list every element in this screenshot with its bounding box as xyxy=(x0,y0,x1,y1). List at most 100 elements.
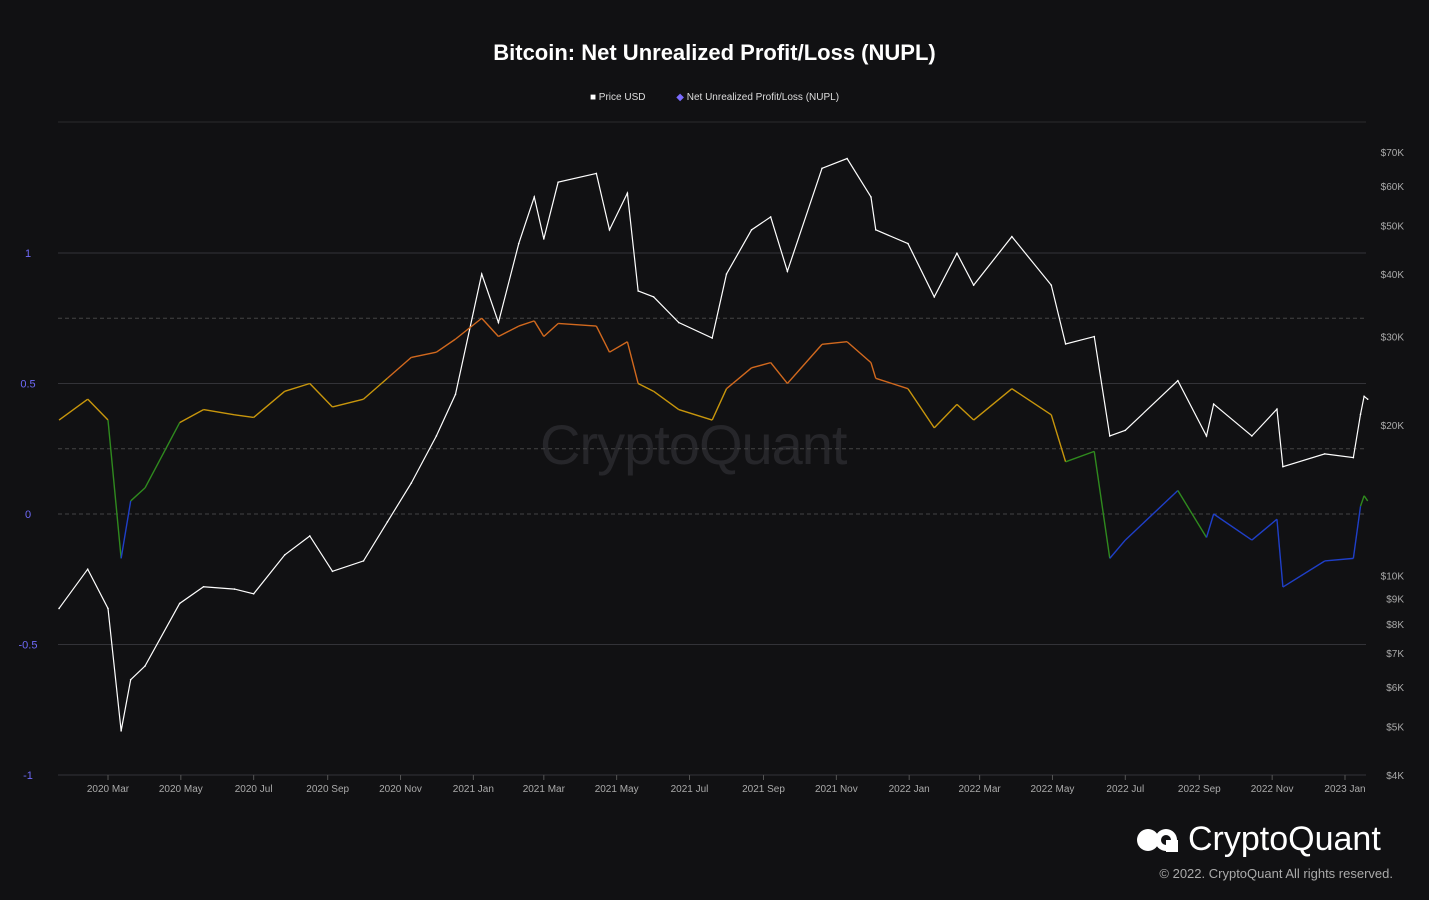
nupl-segment xyxy=(386,356,412,379)
price-point xyxy=(933,296,936,298)
nupl-segment xyxy=(1251,518,1278,541)
nupl-segment xyxy=(234,414,254,419)
cryptoquant-logo: CryptoQuant xyxy=(1136,820,1381,859)
legend-label: Price USD xyxy=(598,92,646,103)
price-point xyxy=(1359,413,1362,416)
nupl-segment xyxy=(309,383,333,408)
price-point xyxy=(386,521,389,523)
price-point xyxy=(972,284,975,286)
nupl-segment xyxy=(1276,519,1284,588)
nupl-segment xyxy=(751,361,771,369)
price-point xyxy=(497,321,500,324)
nupl-segment xyxy=(870,362,877,379)
nupl-segment xyxy=(770,362,788,384)
left-axis-tick-label: 1 xyxy=(25,248,31,260)
price-point xyxy=(533,196,536,198)
x-axis-tick-label: 2021 Jul xyxy=(671,784,709,795)
nupl-segment xyxy=(1124,490,1179,541)
price-point xyxy=(637,290,639,292)
nupl-segment xyxy=(875,377,909,390)
nupl-segment xyxy=(1011,388,1052,416)
nupl-segment xyxy=(498,325,520,338)
right-axis-tick-label: $10K xyxy=(1381,572,1405,583)
nupl-segment xyxy=(1050,414,1067,463)
nupl-segment xyxy=(455,317,483,340)
x-axis-tick-label: 2022 May xyxy=(1031,784,1075,795)
nupl-segment xyxy=(846,341,872,364)
left-axis-tick-label: -0.5 xyxy=(19,640,38,652)
price-point xyxy=(86,568,89,571)
nupl-segment xyxy=(1213,513,1253,541)
right-axis-tick-label: $7K xyxy=(1386,649,1404,660)
x-axis-tick-label: 2022 Jan xyxy=(889,784,930,795)
price-point xyxy=(711,337,713,339)
price-point xyxy=(517,242,520,245)
price-point xyxy=(1064,343,1067,345)
price-point xyxy=(725,273,728,275)
price-point xyxy=(1282,465,1284,468)
left-axis-tick-label: 0.5 xyxy=(20,379,35,391)
nupl-segment xyxy=(1065,450,1095,463)
nupl-segment xyxy=(1359,495,1365,507)
price-point xyxy=(1177,379,1179,382)
nupl-segment xyxy=(678,408,713,421)
x-axis-tick-label: 2020 Jul xyxy=(235,784,273,795)
right-axis-tick-label: $4K xyxy=(1386,771,1404,782)
price-point xyxy=(786,270,789,273)
nupl-segment xyxy=(653,390,680,411)
price-point xyxy=(1011,235,1013,238)
price-point xyxy=(1108,435,1111,437)
right-axis-tick-label: $5K xyxy=(1386,722,1404,733)
price-point xyxy=(202,585,205,588)
price-point xyxy=(626,192,629,194)
legend: ■ Price USD ◆ Net Unrealized Profit/Loss… xyxy=(0,92,1429,103)
price-point xyxy=(331,570,334,573)
nupl-segment xyxy=(120,500,132,559)
nupl-segment xyxy=(1363,495,1369,502)
x-axis-tick-label: 2023 Jan xyxy=(1324,784,1365,795)
price-point xyxy=(1093,335,1096,338)
price-point xyxy=(435,435,438,437)
nupl-segment xyxy=(363,377,388,400)
price-point xyxy=(543,238,545,240)
price-point xyxy=(1366,398,1369,400)
price-point xyxy=(1323,453,1326,455)
nupl-segment xyxy=(435,338,456,353)
price-point xyxy=(1124,429,1127,432)
x-axis-tick-label: 2022 Nov xyxy=(1251,784,1294,795)
price-point xyxy=(608,229,611,231)
x-axis-tick-label: 2021 Sep xyxy=(742,784,785,795)
price-point xyxy=(233,588,236,590)
price-point xyxy=(283,554,286,556)
x-axis-tick-label: 2022 Jul xyxy=(1106,784,1144,795)
price-point xyxy=(410,482,413,484)
price-point xyxy=(1363,395,1365,398)
nupl-segment xyxy=(543,322,559,338)
legend-item-price[interactable]: ■ Price USD xyxy=(590,92,646,103)
legend-item-nupl[interactable]: ◆ Net Unrealized Profit/Loss (NUPL) xyxy=(676,92,839,103)
legend-label: Net Unrealized Profit/Loss (NUPL) xyxy=(686,92,840,103)
x-axis-tick-label: 2021 May xyxy=(595,784,639,795)
right-axis-tick-label: $50K xyxy=(1381,221,1405,232)
nupl-segment xyxy=(726,367,753,390)
nupl-segment xyxy=(821,341,848,346)
nupl-segment xyxy=(558,322,597,327)
nupl-segment xyxy=(595,325,611,353)
x-axis-tick-label: 2021 Nov xyxy=(815,784,858,795)
nupl-segment xyxy=(956,403,975,421)
nupl-segment xyxy=(58,398,89,421)
nupl-segment xyxy=(637,382,654,392)
price-point xyxy=(874,229,877,231)
nupl-segment xyxy=(626,341,639,384)
nupl-segment xyxy=(87,398,109,421)
x-axis-tick-label: 2022 Sep xyxy=(1178,784,1221,795)
nupl-segment xyxy=(107,419,122,559)
nupl-segment xyxy=(518,320,535,327)
diamond-marker-icon: ◆ xyxy=(676,92,684,103)
nupl-segment xyxy=(973,388,1013,421)
price-point xyxy=(120,730,122,732)
right-axis-tick-label: $8K xyxy=(1386,620,1404,631)
square-marker-icon: ■ xyxy=(589,92,597,103)
nupl-segment xyxy=(332,398,364,408)
